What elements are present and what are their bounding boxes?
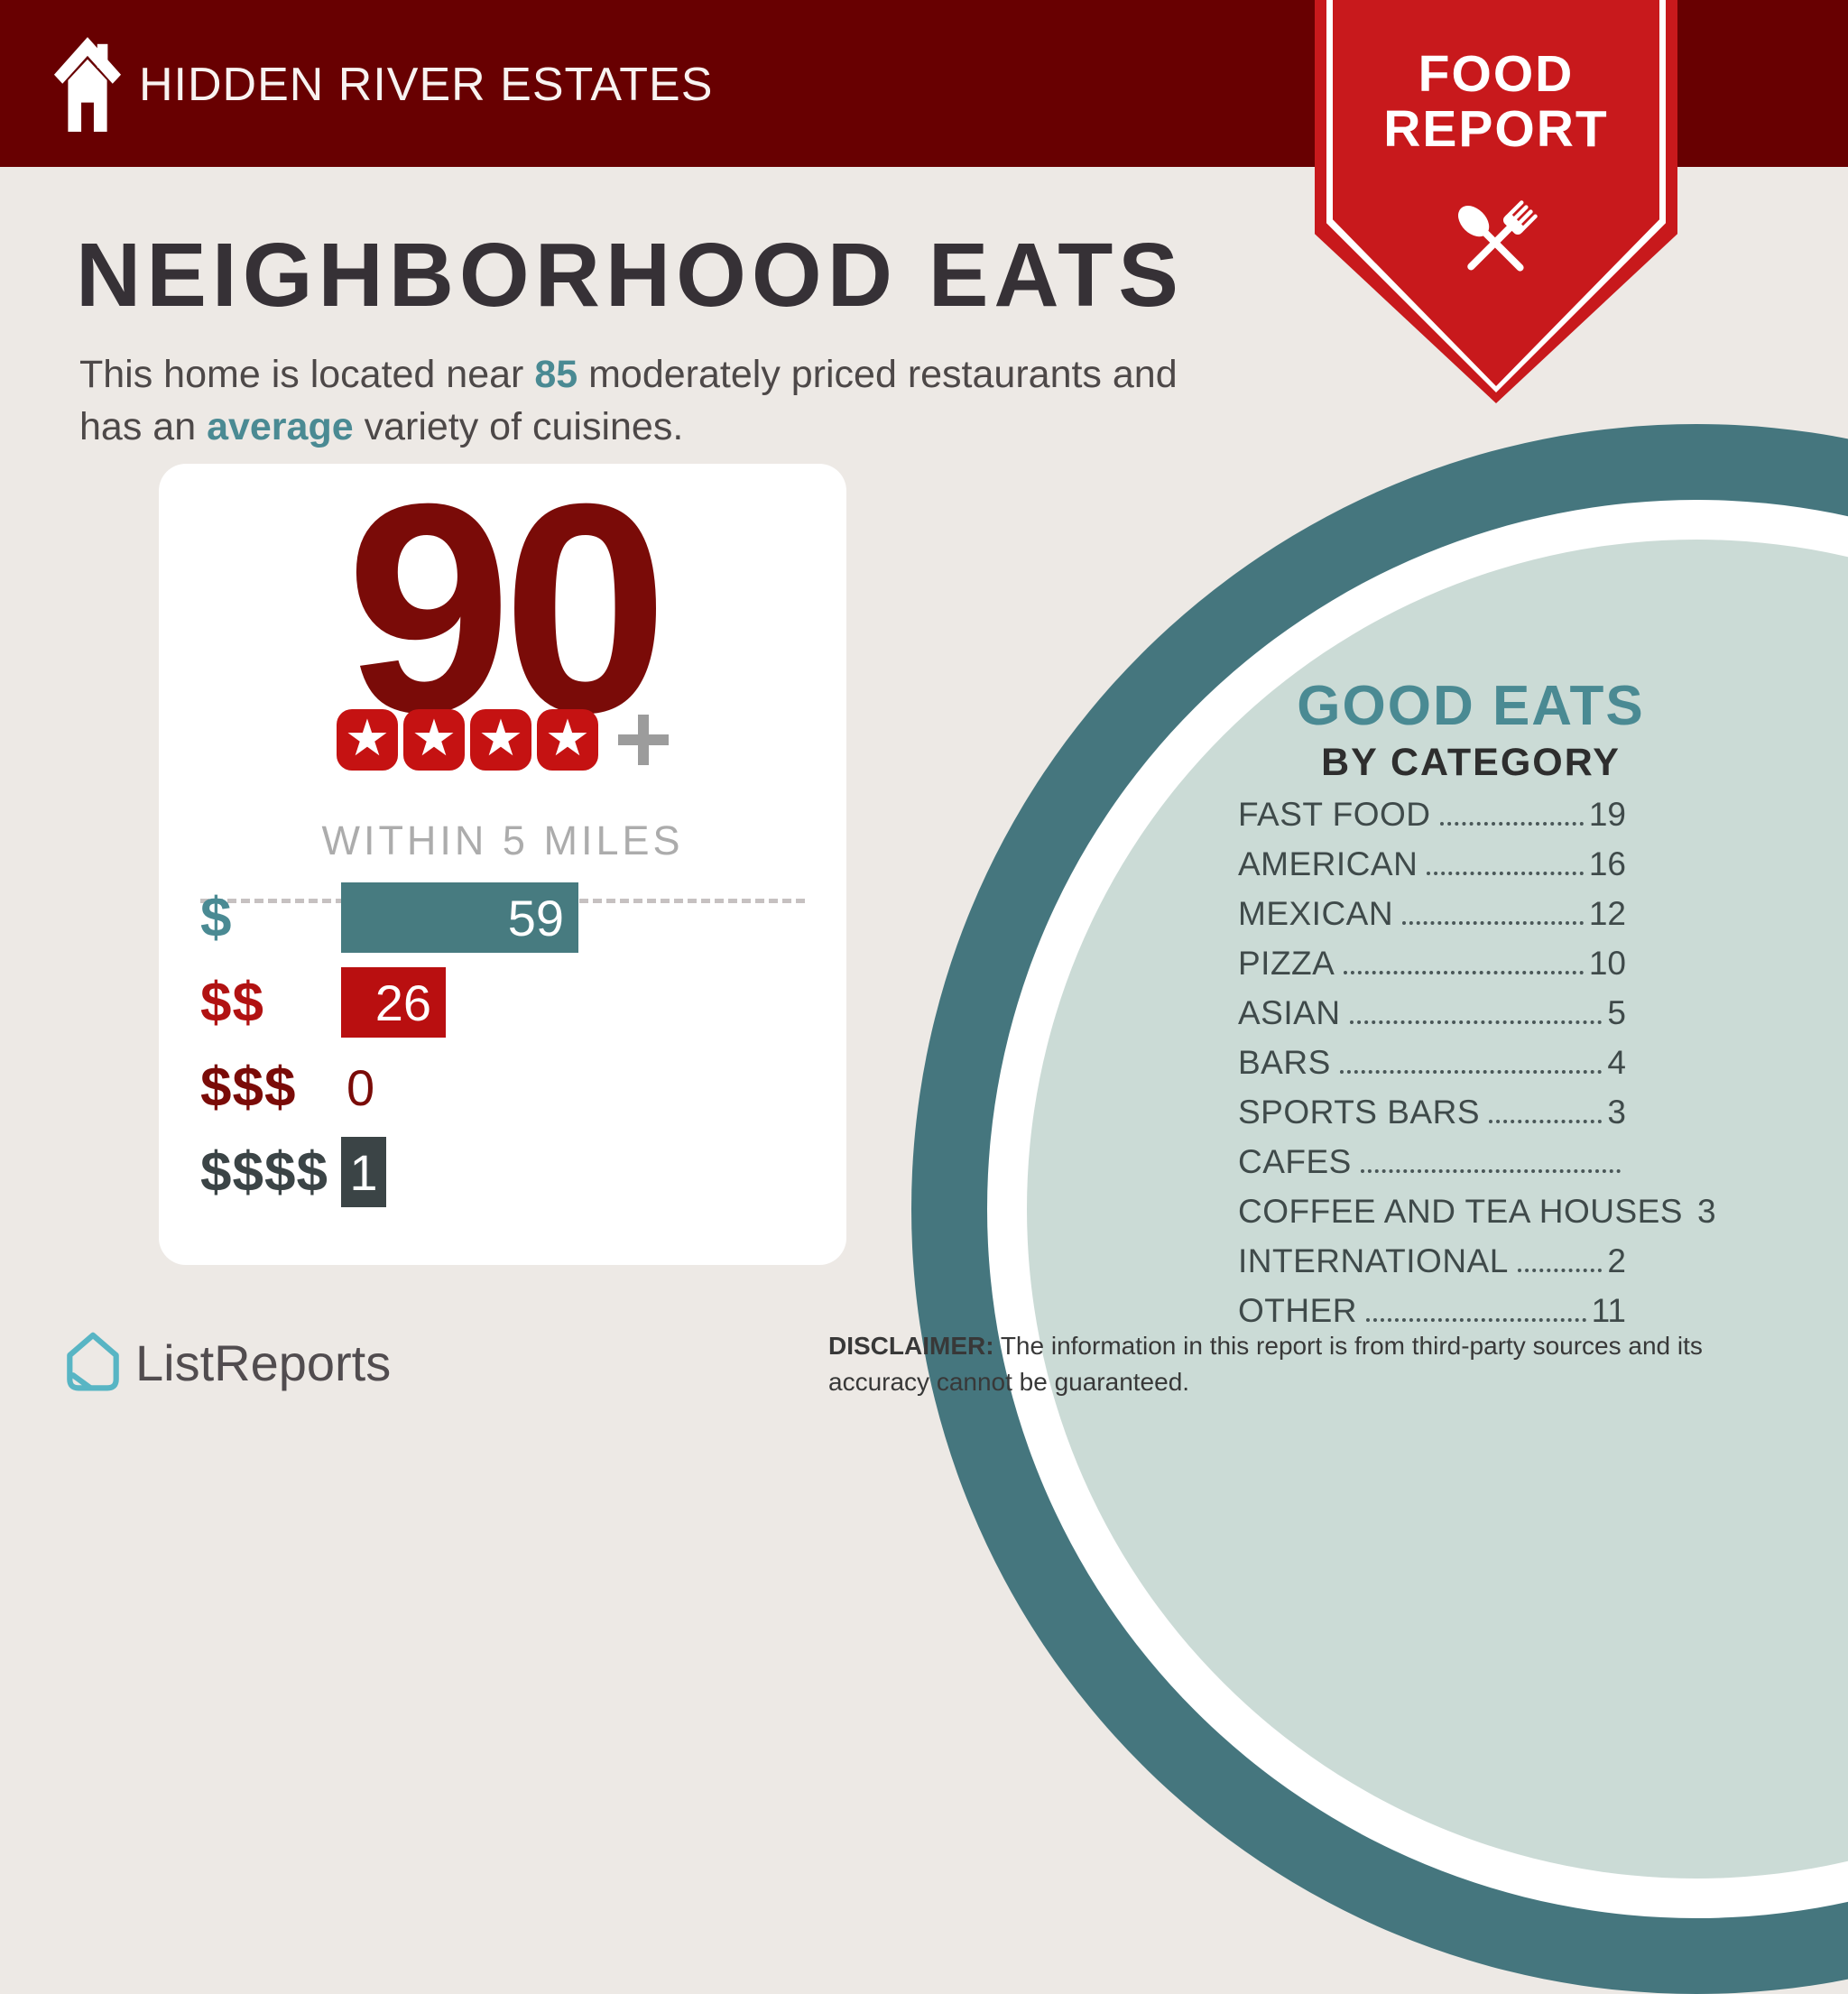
dotted-leader — [1489, 1120, 1603, 1123]
category-row: BARS 4 — [1238, 1044, 1626, 1081]
good-eats-subtitle: BY CATEGORY — [1321, 741, 1621, 784]
crossed-spoon-fork-icon — [1458, 200, 1538, 272]
price-row: $ 59 — [200, 882, 819, 953]
variety-word: average — [207, 405, 354, 448]
dotted-leader — [1402, 921, 1584, 925]
intro-text-part: This home is located near — [79, 353, 535, 396]
dotted-leader — [1349, 1020, 1603, 1024]
price-level-label: $$ — [200, 971, 264, 1034]
good-eats-title: GOOD EATS — [1297, 675, 1645, 737]
star-icon: ★ — [470, 709, 531, 771]
score-card: 90 ★ ★ ★ ★ WITHIN 5 MILES $ 59 $$ 26 $$$… — [159, 441, 846, 1265]
price-level-label: $ — [200, 886, 233, 949]
brand-name: HIDDEN RIVER ESTATES — [139, 59, 714, 111]
dotted-leader — [1517, 1269, 1603, 1272]
listreports-logo: ListReports — [65, 1330, 391, 1395]
star-icon: ★ — [337, 709, 398, 771]
dotted-leader — [1439, 822, 1584, 826]
restaurant-score: 90 — [346, 441, 668, 774]
dotted-leader — [1427, 872, 1584, 875]
dotted-leader — [1339, 1070, 1603, 1074]
category-row: ASIAN 5 — [1238, 994, 1626, 1031]
price-bar: 1 — [341, 1137, 386, 1207]
page-title: NEIGHBORHOOD EATS — [76, 225, 1184, 326]
ribbon-title-line2: REPORT — [1383, 100, 1609, 158]
price-level-label: $$$$ — [200, 1140, 328, 1204]
food-report-ribbon: FOOD REPORT — [1315, 0, 1677, 403]
price-bar: 26 — [341, 967, 446, 1038]
category-row: PIZZA 10 — [1238, 945, 1626, 982]
star-icon: ★ — [403, 709, 465, 771]
category-list: FAST FOOD 19 AMERICAN 16 MEXICAN 12 PIZZA 10… — [1238, 796, 1716, 1343]
price-level-label: $$$ — [200, 1056, 297, 1119]
home-icon — [53, 37, 122, 132]
intro-text-part: variety of cuisines. — [353, 405, 684, 448]
price-bar-zero-value: 0 — [346, 1058, 375, 1116]
dotted-leader — [1366, 1318, 1586, 1322]
category-row: INTERNATIONAL 2 — [1238, 1242, 1626, 1279]
price-row: $$$ 0 — [200, 1052, 819, 1122]
disclaimer-label: DISCLAIMER: — [828, 1332, 994, 1360]
good-eats-heading: GOOD EATS BY CATEGORY — [1209, 677, 1732, 785]
price-row: $$$$ 1 — [200, 1137, 819, 1207]
category-row: SPORTS BARS 3 — [1238, 1094, 1626, 1131]
plus-icon — [618, 715, 669, 765]
category-row: AMERICAN 16 — [1238, 845, 1626, 882]
price-bar-chart: $ 59 $$ 26 $$$ 0 $$$$ 1 — [200, 882, 819, 1222]
star-icon: ★ — [537, 709, 598, 771]
ribbon-content: FOOD REPORT — [1315, 0, 1677, 403]
star-rating: ★ ★ ★ ★ — [159, 709, 846, 771]
intro-text-part: moderately priced restaurants and — [578, 353, 1178, 396]
category-row: FAST FOOD 19 — [1238, 796, 1626, 833]
category-row: MEXICAN 12 — [1238, 895, 1626, 932]
ribbon-title-line1: FOOD — [1418, 45, 1575, 103]
category-row: CAFES — [1238, 1145, 1626, 1178]
intro-text: This home is located near 85 moderately … — [79, 348, 1307, 453]
disclaimer-text: DISCLAIMER: The information in this repo… — [828, 1332, 1703, 1396]
listreports-house-icon — [67, 1332, 119, 1391]
price-row: $$ 26 — [200, 967, 819, 1038]
listreports-wordmark: ListReports — [135, 1334, 392, 1391]
intro-text-part: has an — [79, 405, 208, 448]
radius-label: WITHIN 5 MILES — [321, 817, 684, 863]
price-bar: 59 — [341, 882, 578, 953]
restaurant-count: 85 — [534, 353, 578, 396]
dotted-leader — [1360, 1169, 1621, 1173]
category-row: COFFEE AND TEA HOUSES 3 — [1238, 1193, 1716, 1230]
dotted-leader — [1344, 971, 1584, 974]
category-row: OTHER 11 — [1238, 1292, 1626, 1329]
